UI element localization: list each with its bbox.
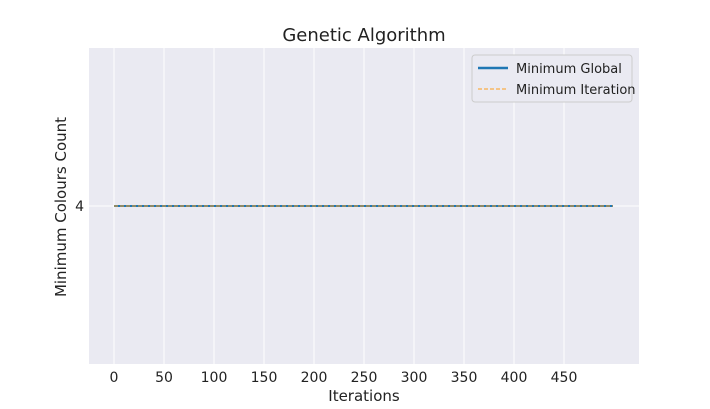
legend-label-minimum-global: Minimum Global <box>516 62 622 77</box>
legend: Minimum Global Minimum Iteration <box>471 54 636 103</box>
x-tick-label: 150 <box>251 370 278 386</box>
x-axis-label: Iterations <box>328 387 400 405</box>
legend-label-minimum-iteration: Minimum Iteration <box>516 83 636 98</box>
legend-box <box>471 54 633 103</box>
y-axis-label: Minimum Colours Count <box>52 117 70 297</box>
x-tick-label: 400 <box>501 370 528 386</box>
x-tick-label: 200 <box>301 370 328 386</box>
x-tick-label: 450 <box>551 370 578 386</box>
x-tick-labels: 0 50 100 150 200 250 300 350 400 450 <box>110 370 578 386</box>
x-tick-label: 250 <box>351 370 378 386</box>
chart-title: Genetic Algorithm <box>282 25 445 46</box>
x-tick-label: 0 <box>110 370 119 386</box>
x-tick-label: 300 <box>401 370 428 386</box>
x-tick-label: 50 <box>155 370 173 386</box>
x-tick-label: 350 <box>451 370 478 386</box>
y-tick-labels: 4 <box>75 199 84 215</box>
x-tick-label: 100 <box>201 370 228 386</box>
y-tick-label: 4 <box>75 199 84 215</box>
